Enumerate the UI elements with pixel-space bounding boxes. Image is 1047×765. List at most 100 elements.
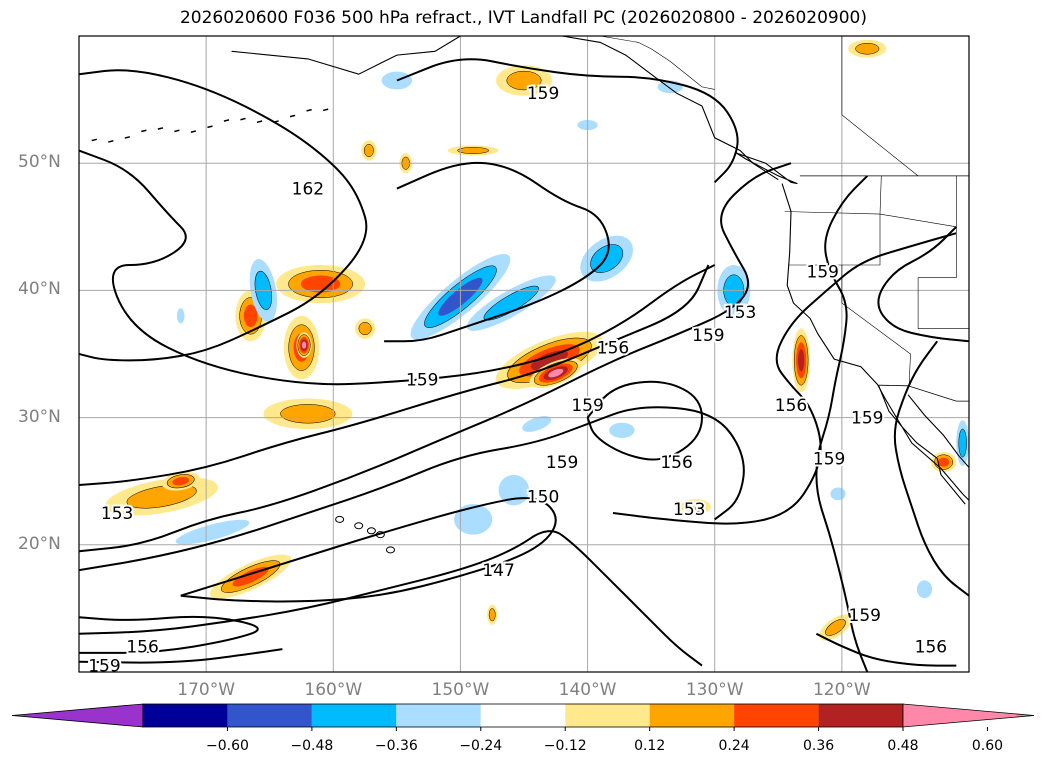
border-interior xyxy=(917,175,969,329)
longitude-label: 120°W xyxy=(812,680,871,700)
contour-label: 153 xyxy=(101,504,133,524)
colorbar-segment xyxy=(311,704,397,727)
colorbar-min-extension xyxy=(11,703,144,728)
border-ca-nv xyxy=(841,265,911,384)
contour-label: 150 xyxy=(527,487,559,507)
contour-156-east xyxy=(893,340,969,597)
shaded-region xyxy=(301,341,307,349)
contour-label: 156 xyxy=(915,638,947,658)
latitude-label: 50°N xyxy=(18,152,61,173)
contour-label: 159 xyxy=(851,409,883,429)
border-wa-or xyxy=(784,211,957,228)
longitude-label: 140°W xyxy=(558,680,617,700)
contour-159-south xyxy=(79,648,283,664)
shaded-region xyxy=(381,71,413,90)
shaded-region xyxy=(363,143,374,157)
colorbar-segment xyxy=(565,704,650,727)
contour-159-north xyxy=(396,58,739,184)
border-alaska-bc xyxy=(600,36,715,90)
aleutian-island xyxy=(91,138,97,142)
contour-159-loop xyxy=(384,161,610,343)
shaded-region xyxy=(548,368,564,378)
border-bc-ab xyxy=(841,36,919,177)
coastline-baja xyxy=(878,385,966,505)
contour-159-plateau xyxy=(877,226,969,343)
hawaii-island xyxy=(354,522,364,530)
contour-label: 153 xyxy=(673,500,705,520)
border-us-mexico xyxy=(878,384,969,402)
shaded-region xyxy=(172,477,190,486)
contour-label: 159 xyxy=(849,606,881,626)
map-title: 2026020600 F036 500 hPa refract., IVT La… xyxy=(179,8,867,28)
colorbar-segment xyxy=(818,704,903,727)
colorbar-tick-label: −0.60 xyxy=(205,738,249,754)
aleutian-island xyxy=(240,117,246,121)
colorbar-segment xyxy=(143,704,228,727)
shaded-region xyxy=(457,147,490,154)
contour-label: 147 xyxy=(482,561,514,581)
aleutian-island xyxy=(256,120,263,124)
shaded-region xyxy=(280,404,336,424)
latitude-label: 30°N xyxy=(18,406,61,427)
colorbar-tick-label: 0.36 xyxy=(802,738,835,754)
contour-label: 159 xyxy=(88,657,120,677)
shaded-region xyxy=(798,349,805,372)
contour-150 xyxy=(180,497,557,603)
aleutian-island xyxy=(124,136,131,139)
longitude-label: 160°W xyxy=(304,680,363,700)
contour-162 xyxy=(79,69,368,362)
colorbar-tick-label: −0.48 xyxy=(290,738,334,754)
aleutian-island xyxy=(174,129,180,133)
hawaii-island xyxy=(386,546,395,554)
shaded-region xyxy=(358,322,372,336)
colorbar-tick-label: 0.12 xyxy=(634,738,666,754)
aleutian-island xyxy=(289,114,296,118)
colorbar-max-extension xyxy=(902,703,1035,728)
contour-159-mid xyxy=(79,264,710,486)
lat-lon-grid xyxy=(79,36,969,672)
aleutian-island xyxy=(157,127,164,130)
aleutian-island xyxy=(223,119,230,122)
longitude-label: 150°W xyxy=(431,680,490,700)
latitude-label: 20°N xyxy=(18,533,61,554)
height-contours xyxy=(79,58,969,672)
shaded-region xyxy=(830,487,846,501)
colorbar-segment xyxy=(649,704,735,727)
colorbar-segment xyxy=(227,704,312,727)
contour-label: 159 xyxy=(813,449,845,469)
border-states xyxy=(788,175,882,266)
longitude-label: 170°W xyxy=(177,680,236,700)
contour-153-east xyxy=(612,232,957,525)
hawaii-island xyxy=(335,515,345,523)
refractivity-shading xyxy=(105,39,969,641)
shaded-region xyxy=(825,619,846,636)
contour-label: 156 xyxy=(126,638,158,658)
colorbar-segment xyxy=(734,704,819,727)
latitude-label: 40°N xyxy=(18,279,61,300)
contour-159-east xyxy=(815,175,869,672)
aleutian-island xyxy=(322,108,329,112)
colorbar-tick-label: 0.60 xyxy=(971,738,1004,754)
shaded-region xyxy=(175,519,250,545)
shaded-region xyxy=(488,608,496,622)
contour-159-se xyxy=(815,632,957,667)
shaded-region xyxy=(958,428,967,458)
aleutian-island xyxy=(108,140,114,143)
contour-label: 159 xyxy=(807,262,839,282)
contour-156 xyxy=(79,162,792,553)
coastline-us-west xyxy=(781,183,969,502)
contour-label: 156 xyxy=(775,396,807,416)
colorbar-tick-label: −0.12 xyxy=(543,738,587,754)
contour-147 xyxy=(79,530,703,667)
contour-label: 159 xyxy=(527,84,559,104)
coastline-north xyxy=(231,36,779,181)
coastline-vancouver xyxy=(736,152,798,185)
contour-label: 156 xyxy=(660,453,692,473)
aleutian-island xyxy=(306,108,312,112)
longitude-label: 130°W xyxy=(685,680,744,700)
contour-label: 159 xyxy=(692,326,724,346)
shaded-region xyxy=(506,70,542,91)
contour-153-inner xyxy=(79,406,745,572)
